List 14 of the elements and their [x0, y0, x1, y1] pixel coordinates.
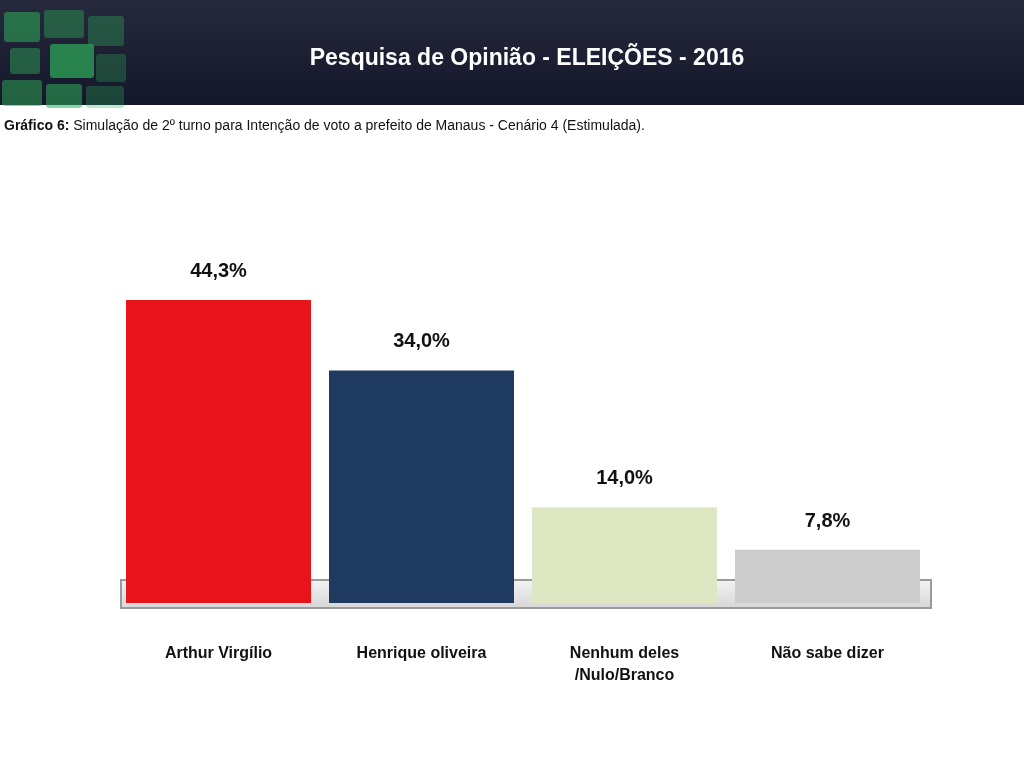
data-label: 34,0% [393, 329, 451, 352]
bar [735, 549, 920, 603]
data-label: 14,0% [596, 466, 654, 489]
bar [126, 300, 311, 603]
chart-title: Pesquisa de Opinião - ELEIÇÕES - 2016 [308, 44, 746, 71]
x-tick-label: Arthur Virgílio [164, 643, 273, 661]
data-label: 7,8% [804, 508, 851, 531]
x-tick-label: Henrique oliveira [356, 643, 487, 661]
chart-subtitle: Gráfico 6: Simulação de 2º turno para Intenção de voto a prefeito de Manaus - Cenário 4 (Estimulada). [4, 117, 645, 133]
bar [532, 507, 717, 603]
x-tick-label: Não sabe dizer [771, 643, 884, 661]
data-label: 44,3% [190, 259, 248, 281]
bar [329, 370, 514, 603]
x-tick-label: Nenhum deles /Nulo/Branco [569, 643, 680, 683]
